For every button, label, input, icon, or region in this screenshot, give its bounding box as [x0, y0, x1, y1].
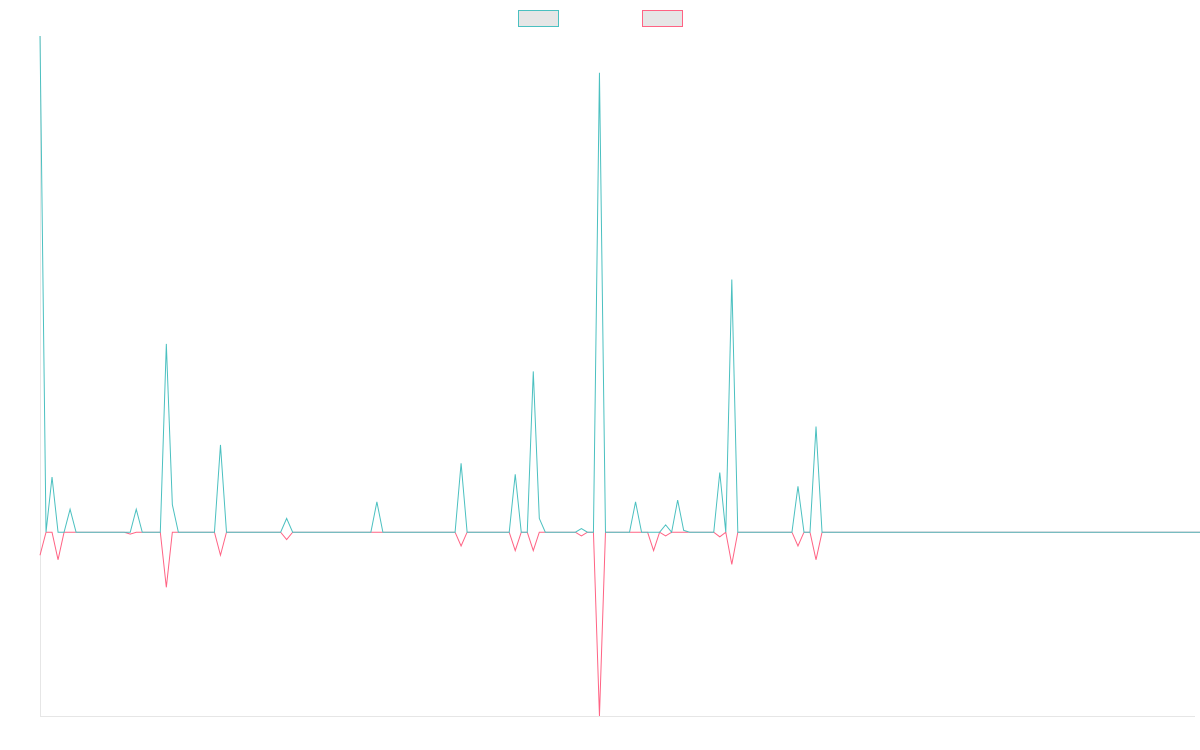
- plot-area: [39, 35, 1200, 717]
- legend-item-pink[interactable]: [642, 10, 683, 27]
- series-line-teal: [39, 35, 1200, 534]
- legend-swatch-teal[interactable]: [518, 10, 559, 27]
- series-line-pink: [39, 531, 1200, 717]
- legend-swatch-pink[interactable]: [642, 10, 683, 27]
- series-group: [39, 35, 1200, 717]
- legend-item-teal[interactable]: [518, 10, 559, 27]
- legend[interactable]: [518, 10, 683, 27]
